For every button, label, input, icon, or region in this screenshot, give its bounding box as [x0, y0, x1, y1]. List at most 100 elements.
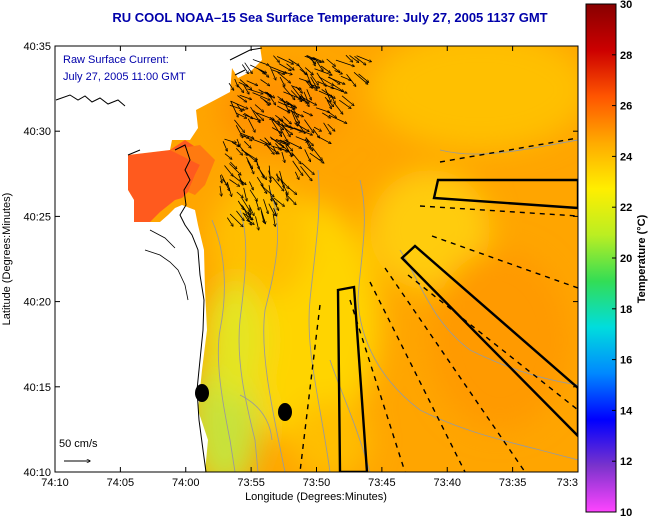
- current-vector: [256, 159, 259, 169]
- y-tick-label: 40:20: [23, 297, 51, 309]
- x-axis-ticks: 74:10 74:05 74:00 73:55 73:50 73:45 73:40 73:35…: [41, 46, 579, 489]
- current-vector: [261, 185, 274, 197]
- current-vector: [243, 187, 247, 201]
- current-vector: [304, 67, 313, 75]
- current-vector: [260, 207, 265, 224]
- current-vector: [330, 86, 347, 93]
- x-tick-label: 73:45: [368, 477, 396, 489]
- colorbar-label: Temperature (°C): [636, 214, 648, 303]
- x-axis-label: Longitude (Degrees:Minutes): [245, 491, 387, 503]
- current-label-line1: Raw Surface Current:: [63, 54, 169, 66]
- current-vector: [259, 138, 270, 145]
- current-vector: [295, 136, 308, 142]
- current-vector: [236, 210, 244, 221]
- current-vector: [273, 197, 285, 207]
- x-tick-label: 73:35: [499, 477, 527, 489]
- current-vector: [272, 214, 275, 227]
- current-vector: [226, 217, 233, 227]
- current-vector: [249, 189, 257, 201]
- current-vector: [241, 149, 258, 160]
- current-vector: [229, 104, 245, 110]
- current-vector: [244, 141, 251, 148]
- current-vector: [328, 76, 340, 84]
- colorbar-tick-label: 22: [620, 202, 632, 214]
- current-vector: [229, 179, 240, 187]
- current-vector: [323, 122, 331, 135]
- current-vector: [259, 96, 271, 104]
- current-vector: [279, 139, 290, 144]
- current-vector: [273, 208, 277, 216]
- y-tick-label: 40:30: [23, 126, 51, 138]
- current-vector: [229, 213, 243, 227]
- current-label-line2: July 27, 2005 11:00 GMT: [63, 71, 186, 83]
- current-vector: [241, 204, 251, 218]
- current-vector: [328, 114, 347, 123]
- current-vector: [252, 138, 267, 145]
- current-vector: [356, 55, 372, 62]
- current-vector: [326, 58, 336, 66]
- colorbar-tick-label: 12: [620, 456, 632, 468]
- current-vector: [260, 211, 264, 223]
- current-vector: [335, 59, 354, 66]
- buoy-marker-1: [195, 384, 209, 402]
- current-vector: [271, 127, 282, 133]
- current-vector: [277, 122, 292, 135]
- current-vector: [243, 84, 249, 94]
- current-vector: [295, 86, 302, 93]
- current-vector: [339, 99, 351, 108]
- current-vector: [234, 78, 238, 87]
- current-vector: [275, 143, 281, 150]
- current-vector: [275, 174, 289, 189]
- current-vector: [270, 67, 275, 80]
- current-vector: [277, 101, 295, 110]
- current-vector: [314, 57, 323, 71]
- current-vector: [238, 174, 243, 185]
- current-vector: [270, 116, 283, 130]
- current-vector: [310, 76, 318, 89]
- current-vector: [313, 126, 321, 131]
- current-vector: [239, 94, 252, 99]
- current-vector: [283, 91, 300, 99]
- current-vector: [334, 102, 342, 114]
- colorbar-tick-label: 24: [620, 151, 633, 163]
- current-vector: [276, 56, 293, 65]
- current-vector: [324, 88, 331, 102]
- colorbar-tick-label: 10: [620, 507, 632, 518]
- current-vector: [266, 145, 274, 154]
- colorbar-tick-label: 30: [620, 0, 632, 11]
- current-vector: [236, 191, 243, 198]
- current-vector: [271, 176, 284, 191]
- current-vector: [302, 111, 312, 115]
- current-vector: [280, 128, 287, 142]
- colorbar-tick-label: 18: [620, 304, 632, 316]
- current-vector: [247, 88, 263, 94]
- current-vector: [256, 176, 263, 186]
- buoy-marker-2: [278, 403, 292, 421]
- x-tick-label: 74:10: [41, 477, 69, 489]
- current-vector: [224, 153, 232, 160]
- y-tick-label: 40:35: [23, 41, 51, 53]
- current-vector: [316, 72, 326, 86]
- x-tick-label: 74:05: [107, 477, 135, 489]
- current-vector: [224, 165, 234, 177]
- current-vector: [230, 100, 248, 109]
- current-vector: [273, 55, 279, 63]
- current-vector: [331, 65, 340, 72]
- current-vector: [271, 120, 282, 137]
- current-vector: [238, 82, 248, 86]
- current-vector: [306, 55, 315, 64]
- colorbar: [585, 3, 617, 513]
- figure-title: RU COOL NOAA–15 Sea Surface Temperature:…: [112, 10, 547, 25]
- current-vector: [249, 181, 253, 190]
- current-vector: [276, 173, 279, 182]
- current-vector: [293, 127, 313, 135]
- current-vector: [286, 63, 295, 70]
- current-vector: [246, 157, 252, 168]
- current-vector: [280, 180, 288, 194]
- colorbar-tick-label: 16: [620, 355, 632, 367]
- current-vector: [234, 119, 244, 132]
- current-vector: [255, 200, 259, 210]
- current-vector: [340, 75, 351, 80]
- colorbar-ticks: 30 28 26 24 22 20 18 16 14 12 10: [612, 0, 633, 518]
